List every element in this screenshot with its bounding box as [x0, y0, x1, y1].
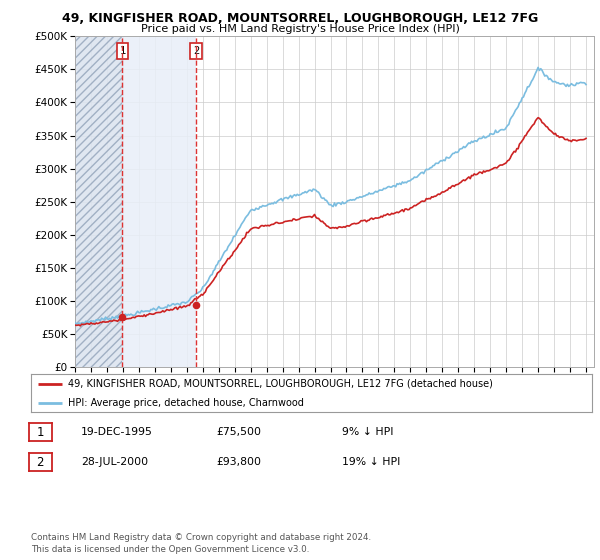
- Text: 2: 2: [193, 46, 199, 56]
- Text: 2: 2: [37, 455, 44, 469]
- Text: £75,500: £75,500: [216, 427, 261, 437]
- Text: 49, KINGFISHER ROAD, MOUNTSORREL, LOUGHBOROUGH, LE12 7FG: 49, KINGFISHER ROAD, MOUNTSORREL, LOUGHB…: [62, 12, 538, 25]
- Text: Contains HM Land Registry data © Crown copyright and database right 2024.
This d: Contains HM Land Registry data © Crown c…: [31, 533, 371, 554]
- Text: 28-JUL-2000: 28-JUL-2000: [81, 457, 148, 467]
- Text: 9% ↓ HPI: 9% ↓ HPI: [342, 427, 394, 437]
- Text: 1: 1: [119, 46, 125, 56]
- Text: 19% ↓ HPI: 19% ↓ HPI: [342, 457, 400, 467]
- Text: 19-DEC-1995: 19-DEC-1995: [81, 427, 153, 437]
- Text: HPI: Average price, detached house, Charnwood: HPI: Average price, detached house, Char…: [68, 398, 304, 408]
- Text: 1: 1: [37, 426, 44, 439]
- Point: [191, 300, 200, 309]
- Bar: [75, 36, 122, 367]
- Text: Price paid vs. HM Land Registry's House Price Index (HPI): Price paid vs. HM Land Registry's House …: [140, 24, 460, 34]
- Point: [118, 312, 127, 321]
- Bar: [122, 36, 196, 367]
- Text: £93,800: £93,800: [216, 457, 261, 467]
- Text: 49, KINGFISHER ROAD, MOUNTSORREL, LOUGHBOROUGH, LE12 7FG (detached house): 49, KINGFISHER ROAD, MOUNTSORREL, LOUGHB…: [68, 379, 493, 389]
